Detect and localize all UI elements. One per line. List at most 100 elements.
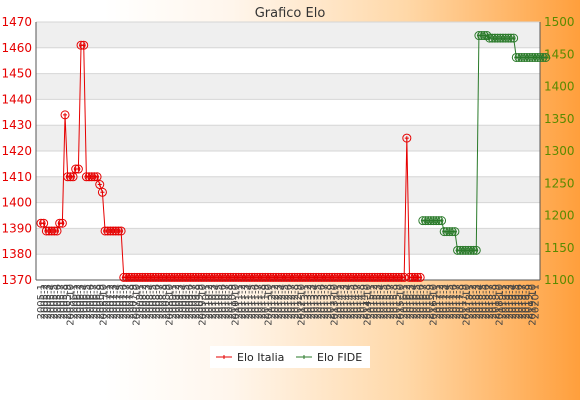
x-tick-label: 2005-10 bbox=[66, 284, 77, 326]
x-tick-label: 2010-8 bbox=[224, 284, 235, 319]
x-tick-label: 2006-7 bbox=[89, 284, 100, 319]
x-tick-label: 2016-6 bbox=[415, 284, 426, 319]
x-tick-label: 2008-9 bbox=[161, 284, 172, 319]
x-tick-label: 2012-2 bbox=[270, 284, 281, 319]
x-tick-label: 2009-4 bbox=[178, 284, 189, 319]
legend-item-elo-italia[interactable]: Elo Italia bbox=[216, 351, 284, 364]
x-tick-label: 2008-1 bbox=[135, 284, 146, 319]
x-tick-label: 2012-10 bbox=[297, 284, 308, 326]
data-point[interactable] bbox=[79, 40, 89, 50]
x-tick-label: 2006-5 bbox=[82, 284, 93, 319]
x-tick-label: 2005-2 bbox=[39, 284, 50, 319]
data-point[interactable] bbox=[97, 187, 107, 197]
x-tick-label: 2016-4 bbox=[409, 284, 420, 319]
x-tick-label: 2011-8 bbox=[257, 284, 268, 319]
x-tick-label: 2012-4 bbox=[277, 284, 288, 319]
data-point[interactable] bbox=[57, 218, 67, 228]
series-elo-italia bbox=[36, 40, 425, 282]
x-axis-ticks: 2005-12005-22005-32005-42005-52005-62005… bbox=[36, 284, 542, 326]
data-point[interactable] bbox=[509, 33, 519, 43]
legend-item-elo-fide[interactable]: Elo FIDE bbox=[296, 351, 362, 364]
data-point-cross bbox=[439, 218, 444, 223]
x-tick-label: 2009-3 bbox=[175, 284, 186, 319]
x-tick-label: 2013-2 bbox=[303, 284, 314, 319]
x-tick-label: 2008-3 bbox=[142, 284, 153, 319]
data-point[interactable] bbox=[39, 218, 49, 228]
data-point[interactable] bbox=[482, 31, 492, 41]
x-tick-label: 2014-4 bbox=[343, 284, 354, 319]
x-tick-label: 2013-10 bbox=[330, 284, 341, 326]
x-tick-label: 2018-10 bbox=[494, 284, 505, 326]
x-tick-label: 2017-3 bbox=[438, 284, 449, 319]
x-tick-label: 2011-4 bbox=[244, 284, 255, 319]
x-tick-label: 2006-1 bbox=[69, 284, 80, 319]
data-point-cross bbox=[119, 228, 124, 233]
data-point[interactable] bbox=[68, 172, 78, 182]
x-tick-label: 2005-4 bbox=[46, 284, 57, 319]
x-tick-label: 2009-9 bbox=[194, 284, 205, 319]
x-tick-label: 2011-9 bbox=[260, 284, 271, 319]
x-tick-label: 2019-3 bbox=[504, 284, 515, 319]
data-point[interactable] bbox=[415, 272, 425, 282]
x-tick-label: 2015-5 bbox=[379, 284, 390, 319]
x-tick-label: 2009-7 bbox=[188, 284, 199, 319]
x-tick-label: 2012-3 bbox=[273, 284, 284, 319]
data-point[interactable] bbox=[73, 164, 83, 174]
x-tick-label: 2005-8 bbox=[59, 284, 70, 319]
x-tick-label: 2018-3 bbox=[471, 284, 482, 319]
data-point[interactable] bbox=[437, 216, 447, 226]
data-point[interactable] bbox=[95, 180, 105, 190]
x-tick-label: 2016-5 bbox=[412, 284, 423, 319]
x-tick-label: 2018-8 bbox=[488, 284, 499, 319]
data-point[interactable] bbox=[92, 172, 102, 182]
left-tick-label: 1400 bbox=[1, 196, 32, 210]
x-tick-label: 2013-9 bbox=[326, 284, 337, 319]
left-tick-label: 1430 bbox=[1, 118, 32, 132]
x-tick-label: 2015-10 bbox=[395, 284, 406, 326]
x-tick-label: 2005-6 bbox=[52, 284, 63, 319]
data-point[interactable] bbox=[471, 245, 481, 255]
x-tick-label: 2017-7 bbox=[452, 284, 463, 319]
data-point[interactable] bbox=[541, 52, 551, 62]
x-tick-label: 2016-7 bbox=[419, 284, 430, 319]
plot-band bbox=[36, 176, 540, 203]
x-tick-label: 2010-5 bbox=[214, 284, 225, 319]
x-tick-label: 2011-6 bbox=[250, 284, 261, 319]
data-point[interactable] bbox=[450, 227, 460, 237]
x-tick-label: 2017-6 bbox=[448, 284, 459, 319]
data-point-cross bbox=[511, 36, 516, 41]
left-tick-label: 1460 bbox=[1, 41, 32, 55]
x-tick-label: 2018-2 bbox=[468, 284, 479, 319]
data-point[interactable] bbox=[116, 226, 126, 236]
x-tick-label: 2012-9 bbox=[293, 284, 304, 319]
x-tick-label: 2017-5 bbox=[445, 284, 456, 319]
data-point[interactable] bbox=[60, 110, 70, 120]
data-point[interactable] bbox=[52, 226, 62, 236]
x-tick-label: 2019-10 bbox=[527, 284, 538, 326]
data-point[interactable] bbox=[402, 133, 412, 143]
right-tick-label: 1450 bbox=[544, 47, 575, 61]
x-tick-label: 2013-7 bbox=[320, 284, 331, 319]
x-tick-label: 2018-9 bbox=[491, 284, 502, 319]
data-point-cross bbox=[76, 167, 81, 172]
x-tick-label: 2007-4 bbox=[112, 284, 123, 319]
x-tick-label: 2013-1 bbox=[300, 284, 311, 319]
data-point-cross bbox=[404, 136, 409, 141]
left-tick-label: 1450 bbox=[1, 67, 32, 81]
data-point-cross bbox=[452, 229, 457, 234]
data-point-cross bbox=[95, 174, 100, 179]
x-tick-label: 2006-6 bbox=[85, 284, 96, 319]
x-tick-label: 2008-4 bbox=[145, 284, 156, 319]
legend-swatch-marker bbox=[222, 355, 226, 359]
data-point-cross bbox=[63, 112, 68, 117]
right-tick-label: 1300 bbox=[544, 144, 575, 158]
x-tick-label: 2016-8 bbox=[422, 284, 433, 319]
x-tick-label: 2014-8 bbox=[356, 284, 367, 319]
x-tick-label: 2017-9 bbox=[458, 284, 469, 319]
left-tick-label: 1380 bbox=[1, 247, 32, 261]
x-tick-label: 2017-4 bbox=[442, 284, 453, 319]
x-tick-label: 2017-1 bbox=[432, 284, 443, 319]
x-tick-label: 2013-5 bbox=[313, 284, 324, 319]
